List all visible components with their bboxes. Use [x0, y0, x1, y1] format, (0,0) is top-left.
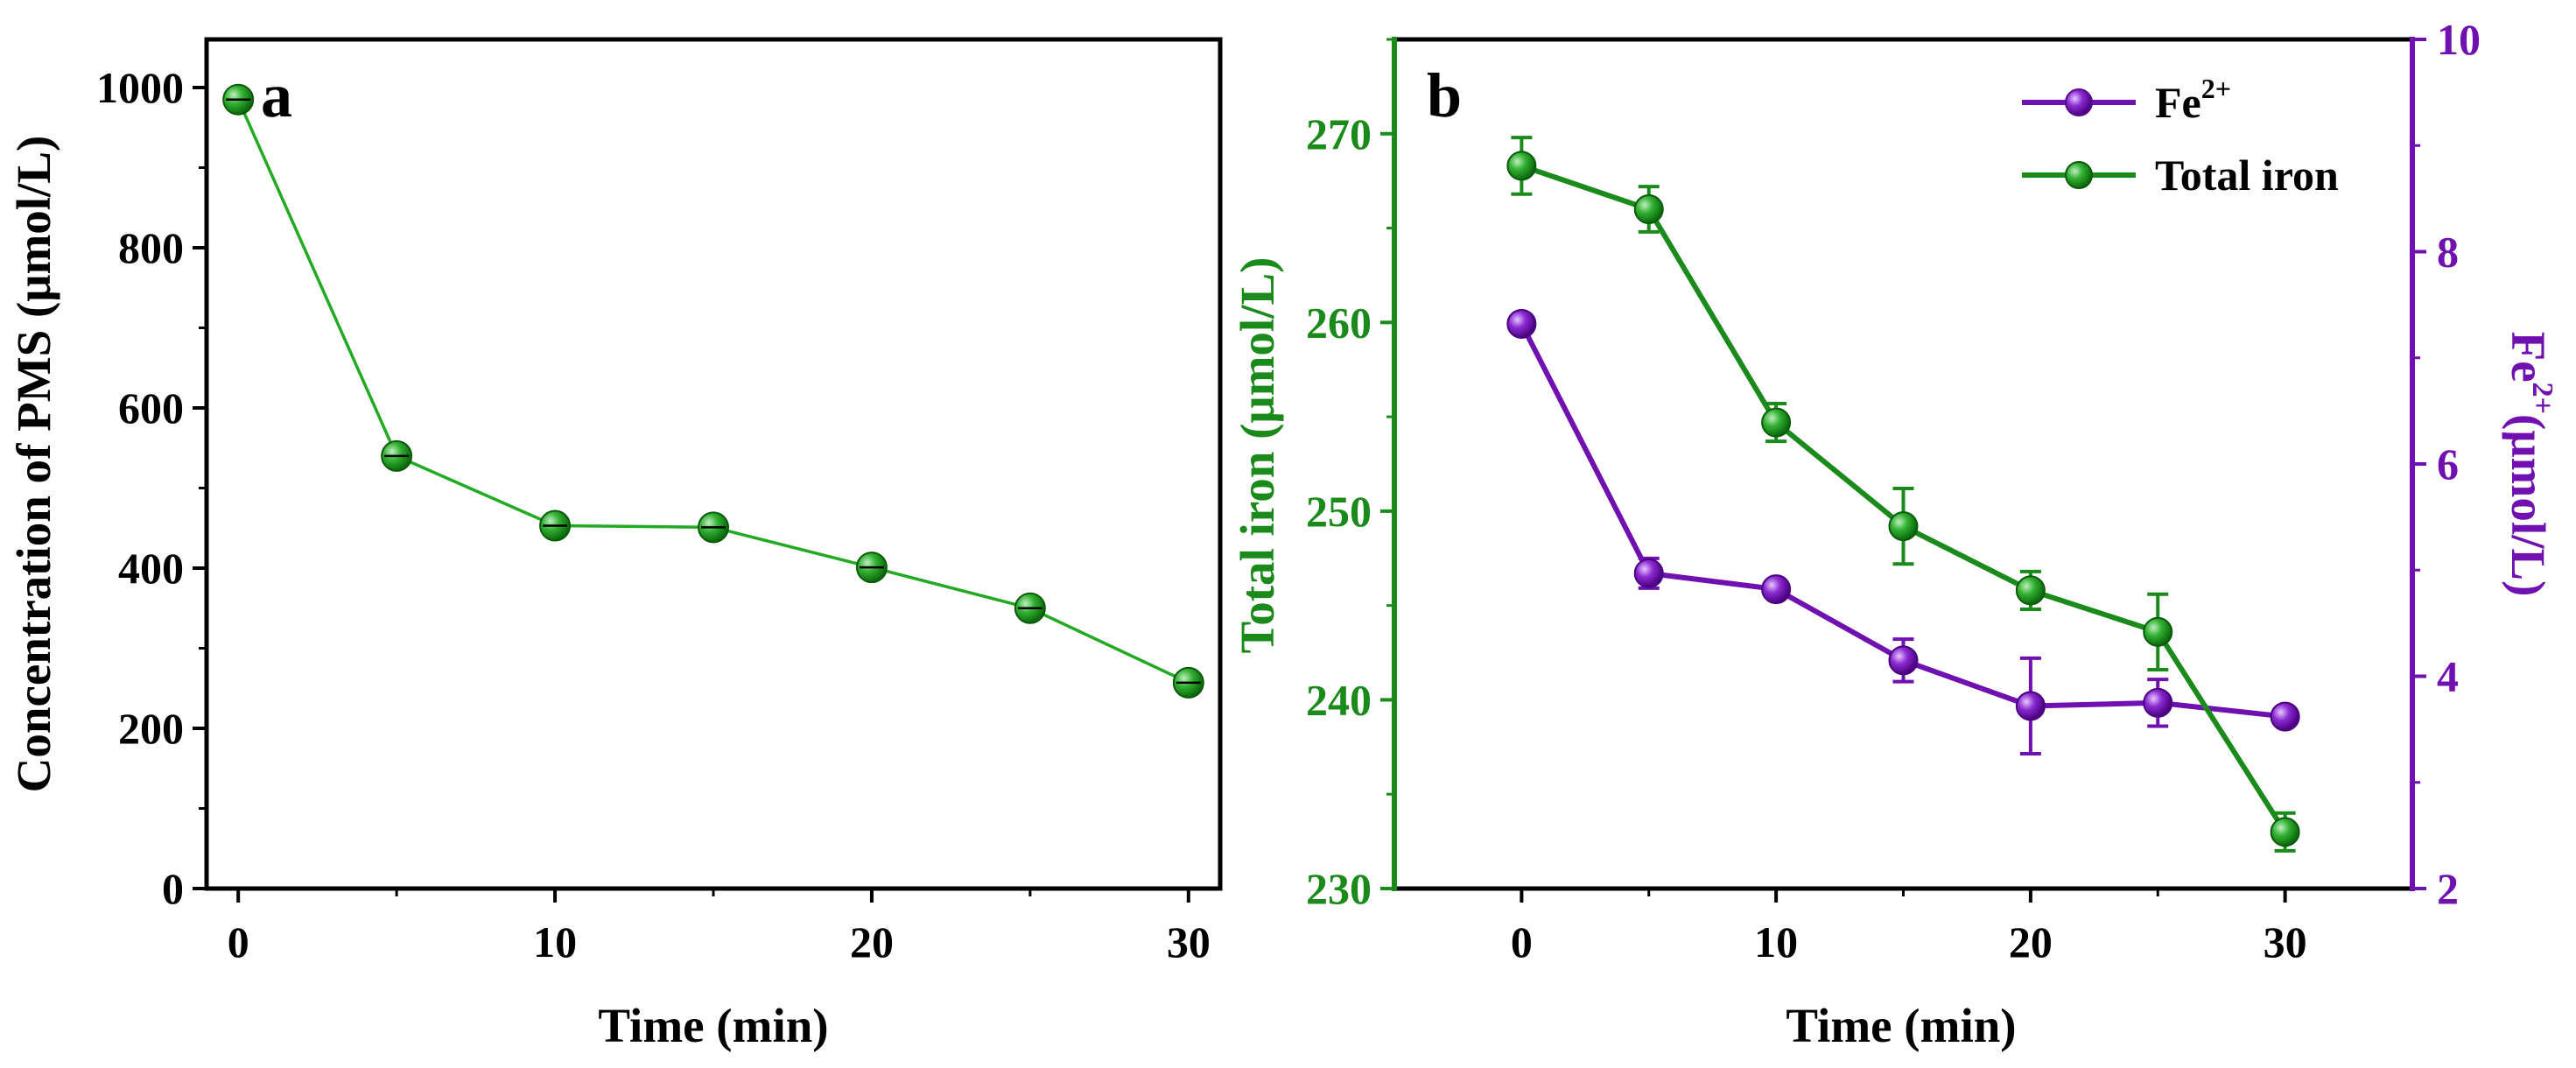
a-x-tick-label: 10	[533, 917, 577, 966]
b-data-point-fe2	[1633, 558, 1664, 588]
panel-b-x-axis-label: Time (min)	[1786, 999, 2016, 1052]
b-data-point-fe2	[2143, 687, 2173, 718]
panel-a-letter: a	[261, 60, 292, 130]
b-data-point-fe2	[2270, 701, 2300, 732]
b-data-point-fe2	[1888, 645, 1919, 676]
a-y-tick-label: 600	[118, 383, 184, 432]
b-data-point-total-iron	[1761, 407, 1792, 438]
panel-a-x-axis-label: Time (min)	[598, 999, 828, 1052]
b-data-point-total-iron	[1506, 151, 1537, 181]
panel-b-left-y-axis-label: Total iron (μmol/L)	[1231, 257, 1284, 654]
a-series-line	[236, 99, 1190, 685]
b-left-y-tick-label: 270	[1306, 109, 1372, 158]
b-data-point-total-iron	[2270, 817, 2300, 847]
legend-entry-total-iron: Total iron	[2022, 151, 2339, 200]
a-y-tick-label: 800	[118, 223, 184, 272]
legend-label-total-iron: Total iron	[2155, 151, 2339, 200]
a-y-tick-label: 0	[162, 864, 184, 913]
b-x-tick-label: 10	[1754, 917, 1798, 966]
b-left-y-tick-label: 230	[1306, 864, 1372, 913]
panel-a-chart: 0 200 400 600 800 1000 0 10 20 30 a Time (min) C…	[7, 37, 1223, 1052]
b-data-point-fe2	[1506, 308, 1537, 339]
right-label-base: Fe	[2502, 332, 2555, 383]
b-right-y-tick-label: 10	[2437, 15, 2481, 64]
a-y-tick-label: 200	[118, 704, 184, 753]
b-right-y-tick-label: 6	[2437, 439, 2459, 488]
legend-label-fe2: Fe2+	[2155, 73, 2231, 127]
legend-swatch-total-iron-marker	[2065, 161, 2093, 189]
b-data-point-total-iron	[2143, 616, 2173, 647]
panel-a-plot-frame	[204, 37, 1223, 891]
b-data-point-total-iron	[1888, 511, 1919, 542]
a-x-tick-label: 30	[1167, 917, 1211, 966]
b-x-tick-label: 0	[1511, 917, 1533, 966]
b-x-tick-label: 30	[2264, 917, 2307, 966]
right-label-sup: 2+	[2526, 383, 2558, 414]
legend-fe2-base: Fe	[2155, 78, 2201, 127]
legend-fe2-sup: 2+	[2201, 73, 2231, 104]
b-right-y-tick-label: 4	[2437, 652, 2459, 701]
panel-b-letter: b	[1427, 60, 1462, 130]
a-x-tick-label: 0	[228, 917, 249, 966]
b-data-point-total-iron	[2015, 575, 2046, 606]
a-y-tick-label: 400	[118, 544, 184, 593]
b-left-y-tick-label: 260	[1306, 298, 1372, 347]
b-left-y-tick-label: 240	[1306, 675, 1372, 724]
legend-swatch-fe2-marker	[2065, 88, 2093, 116]
b-x-tick-label: 20	[2009, 917, 2053, 966]
legend-entry-fe2: Fe2+	[2022, 73, 2231, 127]
panel-a-y-axis-label: Concentration of PMS (μmol/L)	[7, 136, 60, 793]
panel-b-right-y-axis-label: Fe2+(μmol/L)	[2502, 332, 2558, 597]
b-right-y-tick-label: 2	[2437, 864, 2459, 913]
b-right-y-tick-label: 8	[2437, 228, 2459, 277]
b-data-point-fe2	[2015, 691, 2046, 721]
b-data-point-fe2	[1761, 574, 1792, 605]
panel-b-legend: Fe2+ Total iron	[2022, 73, 2339, 200]
right-label-tail: (μmol/L)	[2502, 414, 2555, 596]
b-left-y-tick-label: 250	[1306, 487, 1372, 536]
a-x-tick-label: 20	[850, 917, 894, 966]
b-data-point-total-iron	[1633, 194, 1664, 224]
a-y-tick-label: 1000	[96, 63, 184, 112]
panel-b-chart: 230 240 250 260 270 2 4 6 8 10 0 10 20 30 b Time (m…	[1231, 15, 2558, 1052]
